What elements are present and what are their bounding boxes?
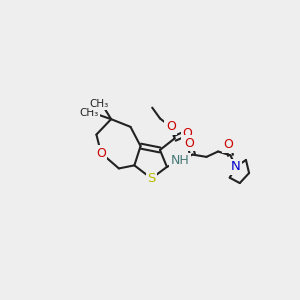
Text: CH₃: CH₃ [79, 108, 98, 118]
Text: S: S [147, 172, 156, 185]
Text: O: O [166, 120, 176, 134]
Text: CH₃: CH₃ [90, 99, 109, 109]
Text: O: O [223, 138, 233, 151]
Text: O: O [182, 127, 192, 140]
Text: N: N [231, 160, 241, 173]
Text: O: O [96, 146, 106, 160]
Text: NH: NH [171, 154, 190, 167]
Text: O: O [184, 136, 194, 149]
